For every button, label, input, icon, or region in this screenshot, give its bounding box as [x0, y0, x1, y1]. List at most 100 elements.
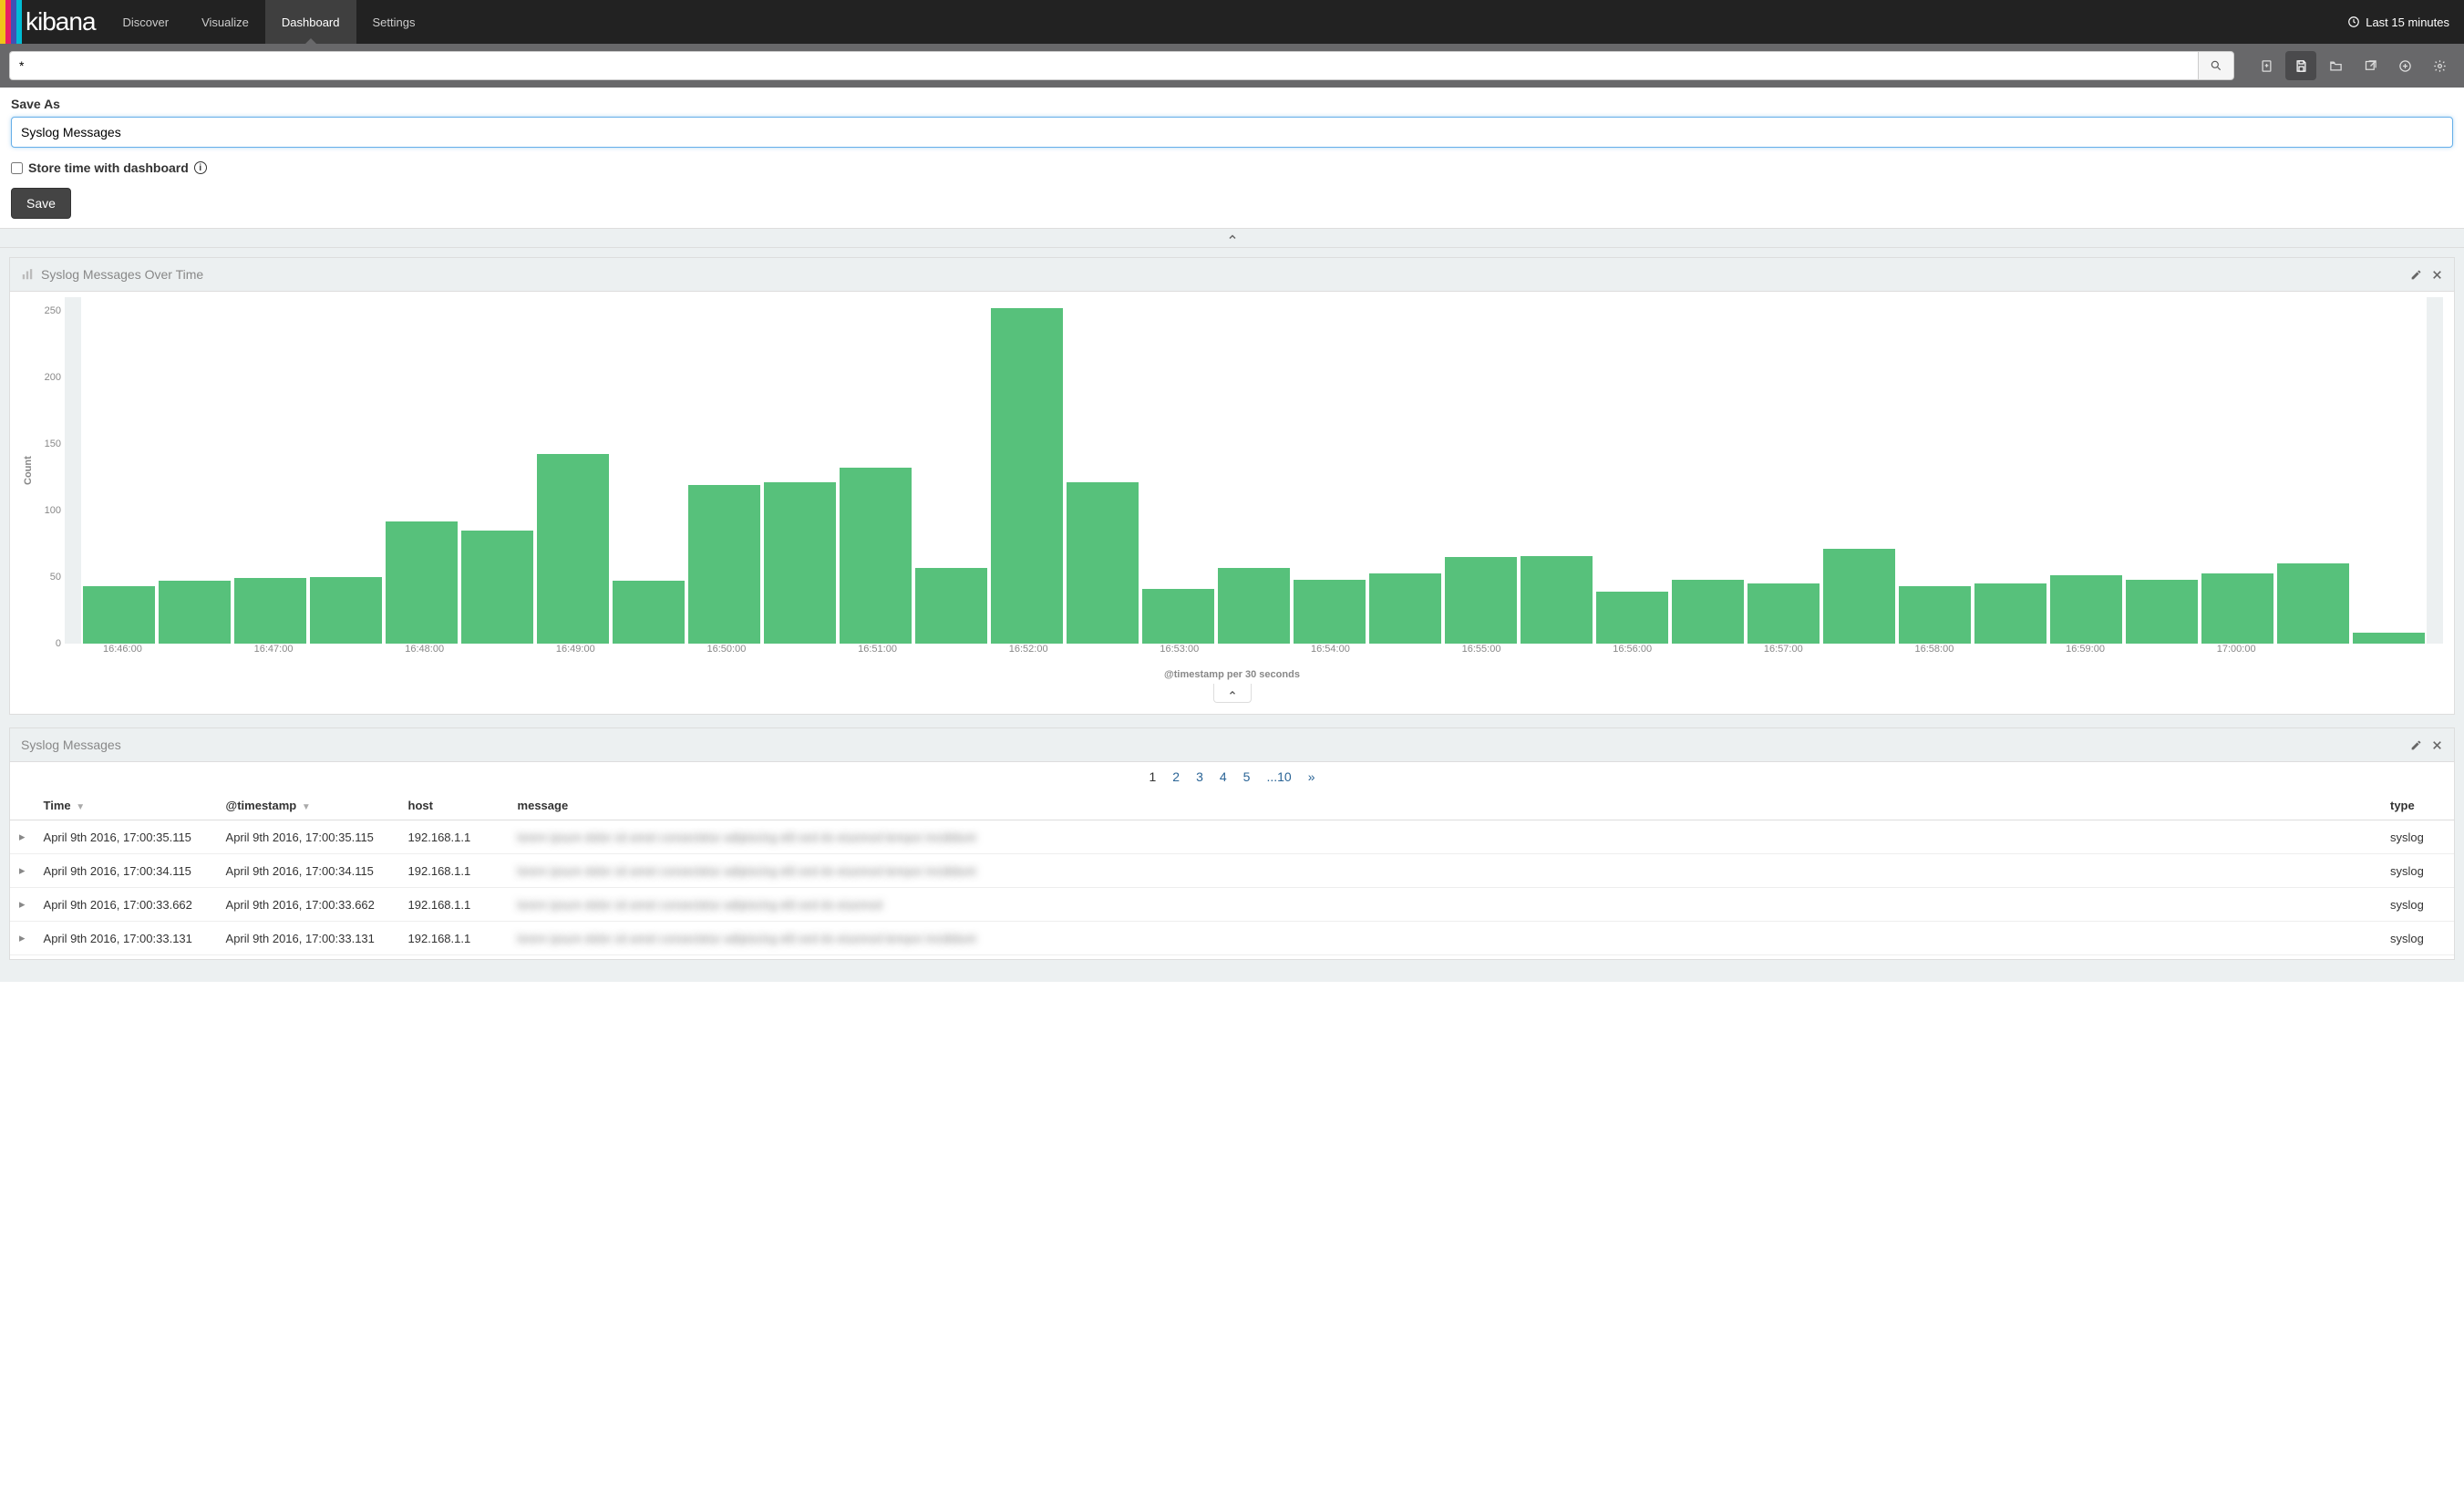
edit-panel-button[interactable]	[2410, 269, 2422, 281]
chart-bar[interactable]	[1899, 586, 1971, 644]
add-panel-icon	[2398, 59, 2412, 73]
search-icon	[2210, 59, 2222, 72]
chart-bar[interactable]	[915, 568, 987, 644]
expand-row-button[interactable]: ▸	[10, 854, 35, 888]
cell-type: syslog	[2381, 854, 2454, 888]
cell-host: 192.168.1.1	[399, 922, 509, 955]
dashboard-area: Syslog Messages Over Time Count 05010015…	[0, 248, 2464, 982]
y-axis: 050100150200250	[36, 297, 65, 644]
chart-bar[interactable]	[234, 578, 306, 644]
chart-bar[interactable]	[1445, 557, 1517, 644]
info-icon[interactable]: i	[194, 161, 207, 174]
chart-bar[interactable]	[310, 577, 382, 644]
chart-plot[interactable]	[65, 297, 2443, 644]
cell-timestamp: April 9th 2016, 17:00:33.662	[217, 888, 399, 922]
cell-time: April 9th 2016, 17:00:33.131	[35, 922, 217, 955]
chart-bar[interactable]	[991, 308, 1063, 644]
save-panel: Save As Store time with dashboard i Save	[0, 88, 2464, 228]
page-[interactable]: »	[1308, 769, 1315, 784]
chart-bar[interactable]	[1521, 556, 1593, 644]
column-header-type[interactable]: type	[2381, 791, 2454, 820]
chart-bar[interactable]	[1294, 580, 1366, 644]
search-input[interactable]	[9, 51, 2198, 80]
table-panel: Syslog Messages 12345...10» Time ▼@times…	[9, 727, 2455, 960]
chart-bar[interactable]	[2126, 580, 2198, 644]
column-header-timestamp[interactable]: @timestamp ▼	[217, 791, 399, 820]
page-5[interactable]: 5	[1243, 769, 1251, 784]
remove-panel-button[interactable]	[2431, 739, 2443, 751]
cell-message: lorem ipsum dolor sit amet consectetur a…	[509, 820, 2381, 854]
edit-panel-button[interactable]	[2410, 739, 2422, 751]
chart-bar[interactable]	[688, 485, 760, 644]
column-header-host[interactable]: host	[399, 791, 509, 820]
chart-legend-toggle[interactable]	[1213, 684, 1252, 703]
chart-bar[interactable]	[1672, 580, 1744, 644]
save-name-input[interactable]	[11, 117, 2453, 148]
chart-bar[interactable]	[2050, 575, 2122, 644]
table-row: ▸April 9th 2016, 17:00:33.662April 9th 2…	[10, 888, 2454, 922]
chart-bar[interactable]	[840, 468, 912, 644]
chart-bar[interactable]	[1369, 573, 1441, 644]
chart-bar[interactable]	[1974, 583, 2046, 644]
store-time-label: Store time with dashboard	[28, 160, 189, 175]
expand-row-button[interactable]: ▸	[10, 922, 35, 955]
time-picker[interactable]: Last 15 minutes	[2333, 0, 2464, 44]
nav-items: DiscoverVisualizeDashboardSettings	[107, 0, 432, 44]
chart-bar[interactable]	[537, 454, 609, 644]
add-panel-button[interactable]	[2389, 51, 2420, 80]
search-button[interactable]	[2198, 51, 2234, 80]
chart-bar[interactable]	[1218, 568, 1290, 644]
chart-panel-header: Syslog Messages Over Time	[10, 258, 2454, 292]
page-4[interactable]: 4	[1220, 769, 1227, 784]
nav-item-visualize[interactable]: Visualize	[185, 0, 265, 44]
chart-bar[interactable]	[1067, 482, 1139, 644]
nav-item-settings[interactable]: Settings	[356, 0, 432, 44]
save-button[interactable]: Save	[11, 188, 71, 219]
expand-row-button[interactable]: ▸	[10, 888, 35, 922]
chart-bar[interactable]	[461, 531, 533, 644]
remove-panel-button[interactable]	[2431, 269, 2443, 281]
cell-host: 192.168.1.1	[399, 820, 509, 854]
chevron-up-icon	[1227, 688, 1238, 697]
chart-bar[interactable]	[386, 521, 458, 644]
chart-bar[interactable]	[83, 586, 155, 644]
chart-bar[interactable]	[1747, 583, 1820, 644]
chart-bar[interactable]	[1142, 589, 1214, 644]
nav-item-dashboard[interactable]: Dashboard	[265, 0, 356, 44]
cell-type: syslog	[2381, 922, 2454, 955]
table-row: ▸April 9th 2016, 17:00:33.131April 9th 2…	[10, 922, 2454, 955]
share-dashboard-button[interactable]	[2355, 51, 2386, 80]
expand-row-button[interactable]: ▸	[10, 820, 35, 854]
open-dashboard-button[interactable]	[2320, 51, 2351, 80]
cell-host: 192.168.1.1	[399, 854, 509, 888]
save-dashboard-button[interactable]	[2285, 51, 2316, 80]
options-button[interactable]	[2424, 51, 2455, 80]
pagination: 12345...10»	[10, 762, 2454, 791]
column-header-message[interactable]: message	[509, 791, 2381, 820]
chart-bar[interactable]	[613, 581, 685, 644]
new-dashboard-button[interactable]	[2251, 51, 2282, 80]
nav-item-discover[interactable]: Discover	[107, 0, 186, 44]
logo-stripes	[0, 0, 22, 44]
chart-bar[interactable]	[1596, 592, 1668, 644]
pencil-icon	[2410, 739, 2422, 751]
logo-text: kibana	[22, 0, 107, 44]
chart-bar[interactable]	[2201, 573, 2273, 644]
cell-message: lorem ipsum dolor sit amet consectetur a…	[509, 888, 2381, 922]
page-3[interactable]: 3	[1196, 769, 1203, 784]
store-time-checkbox[interactable]	[11, 162, 23, 174]
collapse-save-panel[interactable]	[0, 228, 2464, 248]
page-2[interactable]: 2	[1172, 769, 1180, 784]
chart-panel-body: Count 050100150200250 16:46:0016:47:0016…	[10, 292, 2454, 714]
x-axis: 16:46:0016:47:0016:48:0016:49:0016:50:00…	[67, 644, 2427, 656]
chart-bar[interactable]	[2277, 563, 2349, 644]
options-icon	[2433, 59, 2447, 73]
page-10[interactable]: ...10	[1266, 769, 1291, 784]
cell-message: lorem ipsum dolor sit amet consectetur a…	[509, 854, 2381, 888]
chart-bar[interactable]	[1823, 549, 1895, 644]
chart-panel: Syslog Messages Over Time Count 05010015…	[9, 257, 2455, 715]
column-header-time[interactable]: Time ▼	[35, 791, 217, 820]
chart-bar[interactable]	[159, 581, 231, 644]
chart-bar[interactable]	[764, 482, 836, 644]
chart-bar[interactable]	[2353, 633, 2425, 644]
